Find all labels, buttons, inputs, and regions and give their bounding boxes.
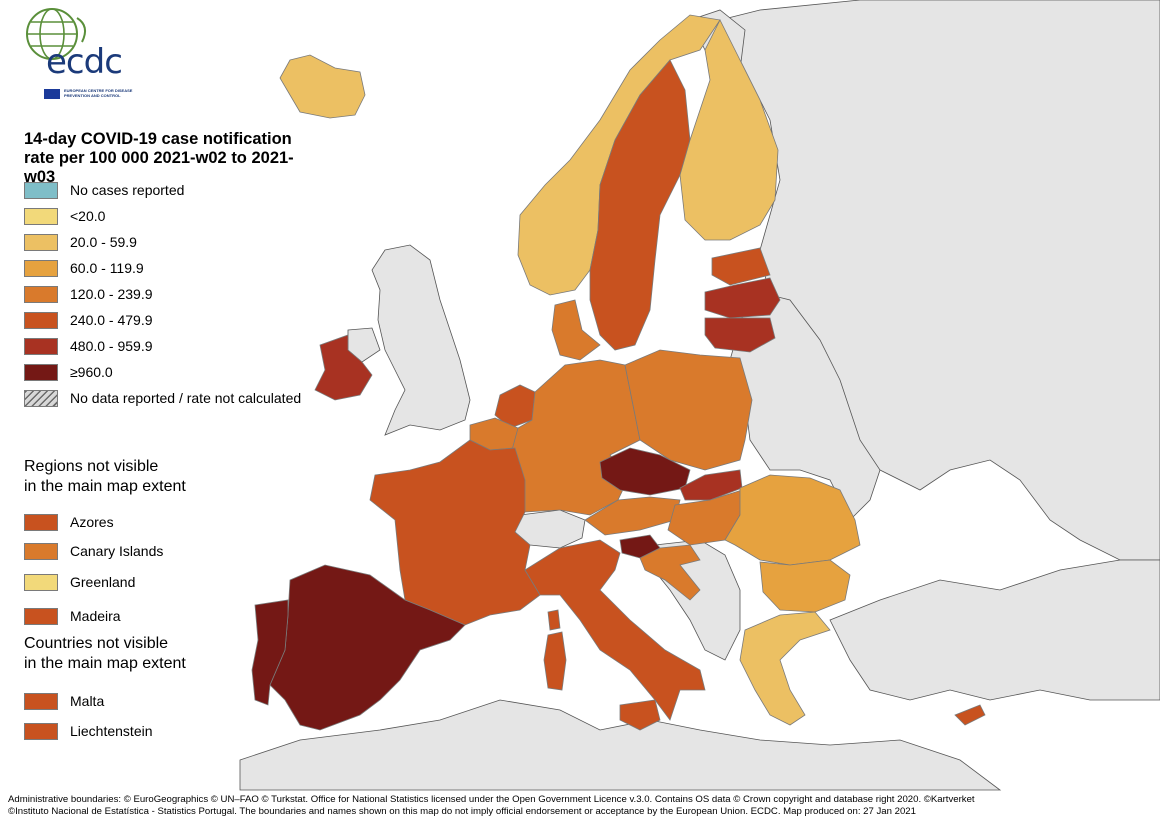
region-finland: [679, 19, 779, 241]
legend-item-6-label: 480.0 - 959.9: [70, 338, 153, 354]
legend-item-0-label: No cases reported: [70, 182, 185, 198]
country-item-liechtenstein: Liechtenstein: [24, 721, 344, 743]
region-item-canary-islands-label: Canary Islands: [70, 543, 164, 559]
region-latvia: [704, 277, 781, 319]
country-item-liechtenstein-swatch: [24, 723, 58, 740]
region-croatia: [639, 544, 701, 601]
legend-item-8-label: No data reported / rate not calculated: [70, 390, 302, 406]
countries-section-title: Countries not visible in the main map ex…: [24, 635, 186, 672]
region-corsica: [547, 609, 561, 631]
legend-item-2-swatch: [24, 234, 58, 251]
region-iceland: [279, 54, 366, 119]
legend-item-5: 240.0 - 479.9: [24, 310, 344, 332]
legend-item-7-swatch: [24, 364, 58, 381]
north-africa: [239, 699, 1002, 791]
legend-item-1-label: <20.0: [70, 208, 106, 224]
country-item-liechtenstein-label: Liechtenstein: [70, 723, 153, 739]
region-sweden: [589, 59, 691, 351]
region-poland: [624, 349, 753, 471]
region-item-canary-islands: Canary Islands: [24, 541, 344, 563]
region-estonia: [711, 247, 771, 286]
turkey-land: [829, 559, 1160, 701]
region-sardinia: [543, 631, 567, 691]
footer: Administrative boundaries: © EuroGeograp…: [8, 794, 975, 817]
country-item-malta-swatch: [24, 693, 58, 710]
legend-item-0-swatch: [24, 182, 58, 199]
region-item-greenland-swatch: [24, 574, 58, 591]
region-germany: [511, 359, 641, 516]
legend-item-8-swatch: [24, 390, 58, 407]
region-lithuania: [704, 317, 776, 353]
region-greece: [739, 611, 831, 726]
region-item-azores: Azores: [24, 512, 344, 534]
ecdc-logo: ecdc EUROPEAN CENTRE FOR DISEASE PREVENT…: [22, 6, 140, 102]
legend-item-5-label: 240.0 - 479.9: [70, 312, 153, 328]
logo-wordmark: ecdc: [46, 42, 123, 82]
region-ireland: [314, 334, 373, 401]
legend-title-line1: 14-day COVID-19 case notification: [24, 130, 292, 148]
footer-line2: ©Instituto Nacional de Estatística - Sta…: [8, 805, 916, 817]
legend-item-2: 20.0 - 59.9: [24, 232, 344, 254]
region-portugal: [251, 599, 289, 706]
legend-item-3-swatch: [24, 260, 58, 277]
legend-item-1: <20.0: [24, 206, 344, 228]
legend-item-3: 60.0 - 119.9: [24, 258, 344, 280]
region-item-greenland-label: Greenland: [70, 574, 136, 590]
country-item-malta-label: Malta: [70, 693, 105, 709]
region-item-azores-swatch: [24, 514, 58, 531]
region-denmark: [551, 299, 601, 361]
regions-section-title: Regions not visible in the main map exte…: [24, 458, 186, 495]
legend-item-5-swatch: [24, 312, 58, 329]
country-item-malta: Malta: [24, 691, 344, 713]
great-britain: [371, 244, 471, 436]
legend-item-4-swatch: [24, 286, 58, 303]
logo-subtitle-text: EUROPEAN CENTRE FOR DISEASE PREVENTION A…: [64, 88, 133, 98]
legend-item-2-label: 20.0 - 59.9: [70, 234, 137, 250]
region-cyprus: [954, 704, 986, 726]
legend-item-7: ≥960.0: [24, 362, 344, 384]
legend: 14-day COVID-19 case notification rate p…: [24, 130, 324, 407]
logo-subtitle: EUROPEAN CENTRE FOR DISEASE PREVENTION A…: [44, 88, 144, 99]
legend-item-4: 120.0 - 239.9: [24, 284, 344, 306]
region-italy: [524, 539, 706, 721]
legend-item-6-swatch: [24, 338, 58, 355]
globe-icon: [26, 8, 87, 60]
region-item-madeira-label: Madeira: [70, 608, 121, 624]
legend-item-0: No cases reported: [24, 180, 344, 202]
legend-item-7-label: ≥960.0: [70, 364, 113, 380]
legend-item-1-swatch: [24, 208, 58, 225]
legend-item-6: 480.0 - 959.9: [24, 336, 344, 358]
region-bulgaria: [759, 559, 851, 613]
legend-item-4-label: 120.0 - 239.9: [70, 286, 153, 302]
non-eu-land: [239, 0, 1160, 791]
eu-countries: [251, 14, 986, 731]
region-item-greenland: Greenland: [24, 572, 344, 594]
region-item-madeira-swatch: [24, 608, 58, 625]
legend-item-3-label: 60.0 - 119.9: [70, 260, 144, 276]
region-item-madeira: Madeira: [24, 606, 344, 628]
legend-title-line2: rate per 100 000 2021-w02 to 2021-w03: [24, 149, 294, 186]
region-sicily: [619, 699, 661, 731]
footer-line1: Administrative boundaries: © EuroGeograp…: [8, 794, 975, 805]
eu-flag-icon: [44, 89, 60, 99]
region-item-canary-islands-swatch: [24, 543, 58, 560]
region-item-azores-label: Azores: [70, 514, 114, 530]
legend-item-8: No data reported / rate not calculated: [24, 388, 344, 410]
